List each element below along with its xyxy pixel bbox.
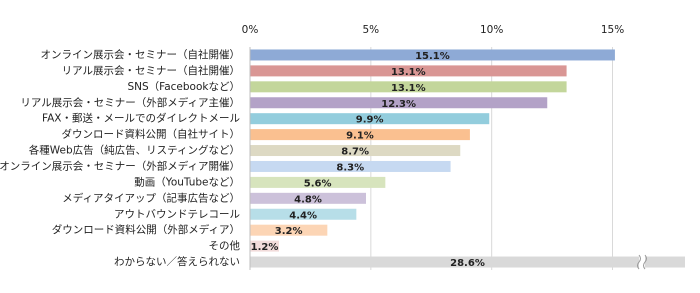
value-label: 28.6% xyxy=(450,258,485,269)
value-label: 13.1% xyxy=(391,67,426,78)
bar xyxy=(250,224,328,236)
y-tick-label: その他 xyxy=(209,239,241,252)
y-tick-label: オンライン展示会・セミナー（外部メディア開催） xyxy=(0,159,240,172)
x-tick-label: 15% xyxy=(601,24,624,36)
y-tick-label: SNS（Facebookなど） xyxy=(127,81,240,93)
bar xyxy=(250,49,615,61)
bar xyxy=(250,192,366,204)
value-label: 15.1% xyxy=(415,51,450,62)
value-label: 12.3% xyxy=(381,99,416,110)
y-tick-label: 各種Web広告（純広告、リスティングなど） xyxy=(29,144,240,157)
value-label: 5.6% xyxy=(304,178,332,189)
y-tick-label: ダウンロード資料公開（自社サイト） xyxy=(62,128,241,141)
value-label: 8.7% xyxy=(341,147,369,158)
bar xyxy=(250,160,451,172)
bar xyxy=(250,65,567,77)
x-tick-label: 5% xyxy=(362,24,379,36)
y-tick-label: アウトバウンドテレコール xyxy=(114,208,240,220)
x-tick-label: 0% xyxy=(242,24,259,36)
axis-break-mark xyxy=(637,254,647,270)
value-label: 1.2% xyxy=(251,242,279,253)
bar xyxy=(250,208,357,220)
value-label: 13.1% xyxy=(391,83,426,94)
y-tick-label: 動画（YouTubeなど） xyxy=(134,175,240,188)
y-tick-label: オンライン展示会・セミナー（自社開催） xyxy=(41,48,241,61)
bar xyxy=(250,145,461,157)
bar xyxy=(250,97,548,109)
y-tick-label: ダウンロード資料公開（外部メディア） xyxy=(52,223,240,236)
y-tick-label: わからない／答えられない xyxy=(114,255,240,268)
plot-area xyxy=(250,49,685,268)
value-label: 9.9% xyxy=(356,115,384,126)
bar xyxy=(250,129,470,141)
bar xyxy=(250,256,685,268)
bar xyxy=(250,240,279,252)
value-label: 9.1% xyxy=(346,131,374,142)
y-tick-label: リアル展示会・セミナー（外部メディア主催） xyxy=(20,96,240,109)
bar xyxy=(250,81,567,93)
value-label: 8.3% xyxy=(336,162,364,173)
y-tick-label: FAX・郵送・メールでのダイレクトメール xyxy=(42,112,240,125)
bar xyxy=(250,176,386,188)
y-tick-label: リアル展示会・セミナー（自社開催） xyxy=(62,64,240,77)
value-label: 4.4% xyxy=(289,210,317,221)
x-tick-label: 10% xyxy=(480,24,503,36)
y-tick-label: メディアタイアップ（記事広告など） xyxy=(62,191,240,204)
bar xyxy=(250,113,490,125)
value-label: 3.2% xyxy=(275,226,303,237)
value-label: 4.8% xyxy=(294,194,322,205)
axis-break xyxy=(639,255,645,270)
